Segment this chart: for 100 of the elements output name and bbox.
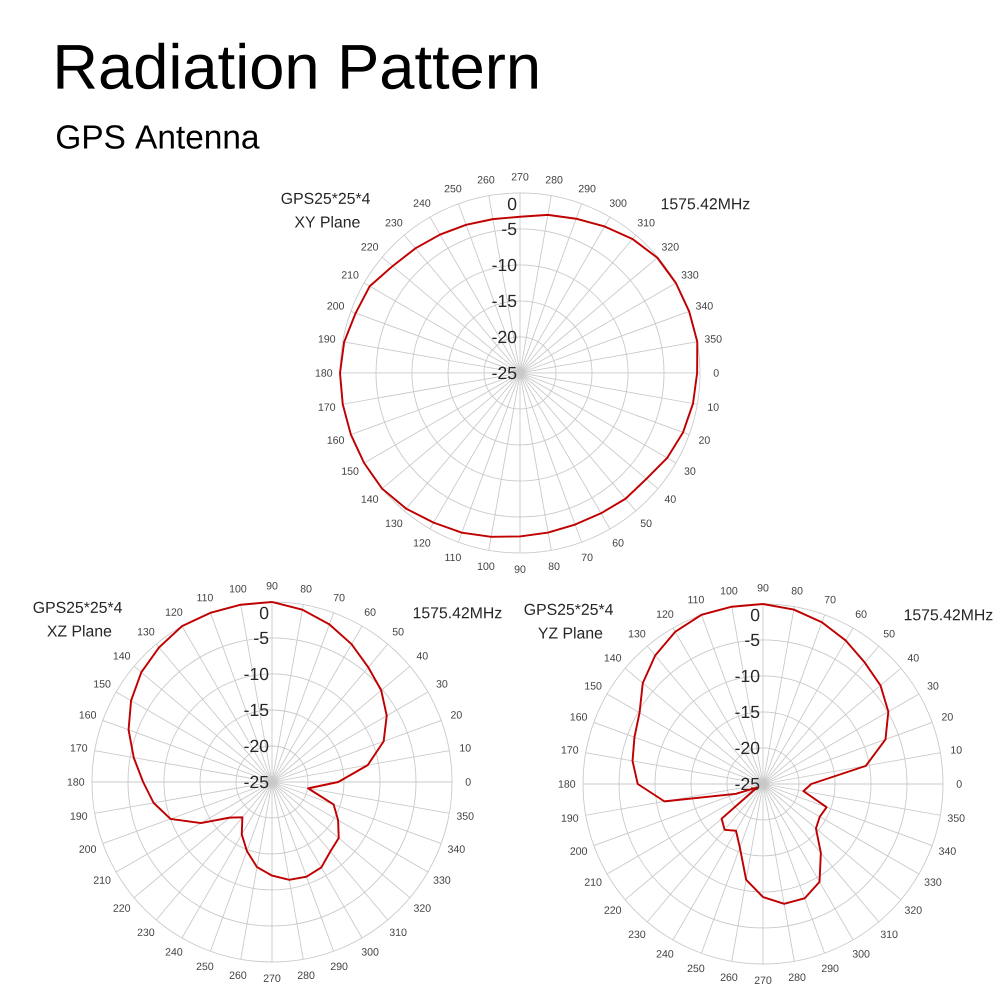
spoke-label: 80 xyxy=(300,585,312,593)
spoke-label: 150 xyxy=(342,467,358,475)
spoke-label: 60 xyxy=(364,608,376,616)
spoke-label: 190 xyxy=(70,812,88,820)
text: GPS25*25*4 xyxy=(282,192,370,204)
spoke-label: 190 xyxy=(318,335,336,343)
spoke-label: 140 xyxy=(114,652,130,660)
spoke-label: 10 xyxy=(460,744,471,752)
spoke-label: 170 xyxy=(70,744,88,752)
spoke-label: 170 xyxy=(562,746,578,754)
spoke-label: 340 xyxy=(696,302,713,310)
spoke-label: 30 xyxy=(436,680,448,688)
spoke-label: 120 xyxy=(656,610,674,618)
y-tick-label: -10 xyxy=(735,670,760,682)
spoke-label: 30 xyxy=(927,682,938,690)
spoke-label: 140 xyxy=(362,495,378,503)
chart-title: Radiation Pattern xyxy=(58,42,537,90)
spoke-label: 180 xyxy=(558,780,576,788)
spoke-label: 50 xyxy=(392,628,404,636)
y-tick-label: -15 xyxy=(244,704,268,716)
spoke-label: 230 xyxy=(628,930,646,938)
spoke-label: 40 xyxy=(908,654,919,662)
text: XY Plane xyxy=(294,216,360,228)
spoke-label: 300 xyxy=(610,199,626,207)
spoke-label: 350 xyxy=(704,335,722,343)
y-tick-label: -10 xyxy=(492,258,516,272)
spoke-label: 0 xyxy=(466,778,471,786)
y-tick-label: -25 xyxy=(244,776,268,788)
y-tick-label: -5 xyxy=(745,634,760,646)
spoke-label: 210 xyxy=(342,271,358,279)
spoke-label: 180 xyxy=(68,778,84,786)
text: GPS25*25*4 xyxy=(524,604,613,616)
spoke-label: 340 xyxy=(448,845,465,853)
spoke-label: 150 xyxy=(585,682,602,690)
spoke-label: 50 xyxy=(640,520,652,528)
spoke-label: 310 xyxy=(880,930,898,938)
spoke-label: 260 xyxy=(720,973,738,981)
y-tick-label: 0 xyxy=(508,198,516,210)
spoke-label: 270 xyxy=(754,976,772,984)
spoke-label: 130 xyxy=(386,520,402,528)
spoke-label: 220 xyxy=(361,243,378,251)
y-tick-label: -20 xyxy=(244,740,268,752)
chart-subtitle: GPS Antenna xyxy=(57,125,260,149)
spoke-label: 160 xyxy=(328,436,344,444)
spoke-label: 230 xyxy=(138,928,154,936)
spoke-label: 120 xyxy=(166,608,182,616)
text: 1575.42MHz xyxy=(414,607,502,618)
spoke-label: 240 xyxy=(166,948,182,956)
spoke-label: 260 xyxy=(230,971,246,979)
spoke-label: 60 xyxy=(612,539,624,547)
spoke-label: 40 xyxy=(664,495,676,503)
y-tick-label: -5 xyxy=(502,222,516,236)
spoke-label: 200 xyxy=(79,845,96,853)
spoke-label: 20 xyxy=(699,436,710,444)
spoke-label: 20 xyxy=(942,713,953,721)
spoke-label: 190 xyxy=(562,814,578,822)
spoke-label: 70 xyxy=(334,594,345,602)
spoke-label: 200 xyxy=(570,847,588,855)
y-tick-label: -20 xyxy=(492,330,516,344)
spoke-label: 290 xyxy=(822,964,838,972)
spoke-label: 180 xyxy=(316,369,332,377)
spoke-label: 350 xyxy=(456,812,474,820)
spoke-label: 270 xyxy=(264,974,280,982)
spoke-label: 100 xyxy=(478,562,494,570)
spoke-label: 280 xyxy=(788,973,806,981)
spoke-label: 100 xyxy=(720,587,738,595)
spoke-label: 130 xyxy=(138,628,154,636)
spoke-label: 10 xyxy=(951,746,962,754)
y-tick-label: -15 xyxy=(492,294,516,308)
spoke-label: 10 xyxy=(708,403,719,411)
spoke-label: 90 xyxy=(758,584,768,592)
spoke-label: 320 xyxy=(904,906,922,914)
spoke-label: 120 xyxy=(414,539,430,547)
spoke-label: 330 xyxy=(434,876,450,884)
spoke-label: 200 xyxy=(327,302,344,310)
spoke-label: 240 xyxy=(656,950,674,958)
spoke-label: 20 xyxy=(451,711,462,719)
text: 1575.42MHz xyxy=(662,198,750,210)
spoke-label: 270 xyxy=(512,173,528,181)
spoke-label: 330 xyxy=(924,878,942,886)
spoke-label: 90 xyxy=(514,565,526,573)
spoke-label: 160 xyxy=(570,713,588,721)
spoke-label: 250 xyxy=(688,964,704,972)
spoke-label: 310 xyxy=(390,928,407,936)
spoke-label: 220 xyxy=(604,906,622,914)
spoke-label: 130 xyxy=(628,630,646,638)
spoke-label: 60 xyxy=(856,610,867,618)
text: 1575.42MHz xyxy=(904,609,992,620)
spoke-label: 260 xyxy=(478,176,494,184)
spoke-label: 110 xyxy=(197,594,213,602)
spoke-label: 110 xyxy=(445,554,461,562)
spoke-label: 30 xyxy=(684,467,696,475)
spoke-label: 80 xyxy=(548,562,560,570)
spoke-label: 70 xyxy=(582,554,593,562)
spoke-label: 300 xyxy=(852,950,870,958)
spoke-label: 330 xyxy=(682,271,698,279)
spoke-label: 340 xyxy=(938,847,956,855)
y-tick-label: 0 xyxy=(260,606,268,620)
spoke-label: 150 xyxy=(94,680,110,688)
spoke-label: 210 xyxy=(584,878,602,886)
